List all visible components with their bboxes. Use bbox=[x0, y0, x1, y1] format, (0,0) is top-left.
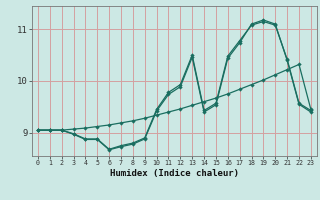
X-axis label: Humidex (Indice chaleur): Humidex (Indice chaleur) bbox=[110, 169, 239, 178]
